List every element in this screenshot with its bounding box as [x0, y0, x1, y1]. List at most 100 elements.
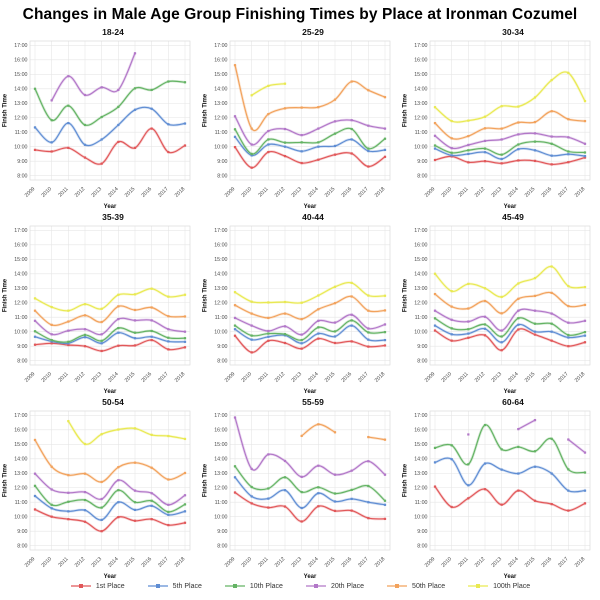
- data-point-marker: [233, 491, 237, 494]
- data-point-marker: [517, 427, 520, 431]
- data-point-marker: [450, 147, 453, 150]
- data-point-marker: [67, 121, 70, 125]
- data-point-marker: [250, 485, 253, 489]
- svg-text:2013: 2013: [290, 556, 303, 569]
- data-point-marker: [117, 489, 120, 492]
- data-point-marker: [517, 143, 520, 146]
- data-point-marker: [317, 294, 320, 297]
- series-1st-place: [33, 127, 187, 166]
- data-point-marker: [267, 143, 270, 146]
- data-point-marker: [483, 127, 487, 130]
- data-point-marker: [67, 474, 70, 477]
- svg-text:10:00: 10:00: [414, 144, 427, 150]
- data-point-marker: [250, 495, 253, 498]
- data-point-marker: [367, 147, 370, 150]
- subplot-title: 45-49: [502, 212, 524, 222]
- series-5th-place: [33, 331, 187, 345]
- data-point-marker: [133, 461, 137, 464]
- data-point-marker: [167, 510, 170, 514]
- svg-text:2015: 2015: [524, 371, 537, 384]
- data-point-marker: [567, 345, 570, 348]
- data-point-marker: [467, 307, 470, 310]
- svg-text:2017: 2017: [357, 371, 370, 384]
- data-point-marker: [133, 52, 137, 55]
- svg-text:15:00: 15:00: [14, 257, 27, 263]
- series-line: [67, 420, 186, 445]
- data-point-marker: [550, 291, 553, 294]
- svg-text:17:00: 17:00: [14, 228, 27, 234]
- svg-text:2018: 2018: [374, 556, 387, 569]
- svg-text:2017: 2017: [557, 556, 570, 569]
- data-point-marker: [350, 340, 353, 343]
- gridlines: [430, 41, 590, 180]
- svg-text:2009: 2009: [224, 371, 237, 384]
- data-point-marker: [150, 338, 153, 342]
- data-point-marker: [300, 333, 303, 336]
- data-point-marker: [367, 124, 370, 127]
- svg-text:9:00: 9:00: [217, 344, 227, 350]
- y-axis-label: Finish Time: [403, 463, 409, 497]
- data-point-marker: [350, 488, 353, 492]
- data-point-marker: [50, 323, 53, 326]
- series-line: [34, 128, 186, 165]
- data-point-marker: [183, 510, 187, 513]
- svg-text:13:00: 13:00: [414, 471, 427, 477]
- data-point-marker: [50, 338, 53, 342]
- data-point-marker: [50, 150, 53, 153]
- y-axis-label: Finish Time: [403, 93, 409, 127]
- data-point-marker: [467, 320, 470, 323]
- data-point-marker: [350, 509, 353, 512]
- data-point-marker: [350, 152, 353, 155]
- data-point-marker: [83, 345, 87, 348]
- data-point-marker: [33, 494, 37, 498]
- svg-text:2017: 2017: [557, 371, 570, 384]
- data-point-marker: [267, 332, 270, 335]
- data-point-marker: [83, 328, 87, 331]
- data-point-marker: [183, 471, 187, 475]
- x-tick-labels: 2009 2010 2011 2012 2013 2014 2015 2016 2017 2018: [424, 371, 587, 384]
- svg-text:2017: 2017: [357, 186, 370, 199]
- series-line: [34, 106, 186, 147]
- svg-text:10:00: 10:00: [14, 514, 27, 520]
- data-point-marker: [150, 499, 153, 502]
- data-point-marker: [583, 99, 587, 103]
- chart-svg-40-44: 8:00 9:00 10:00 11:00 12:00 13:00 14:00 15:00 16…: [203, 225, 391, 395]
- data-point-marker: [433, 317, 437, 320]
- svg-text:2015: 2015: [124, 371, 137, 384]
- svg-text:16:00: 16:00: [414, 243, 427, 249]
- svg-text:2017: 2017: [157, 186, 170, 199]
- svg-text:2014: 2014: [307, 371, 320, 384]
- legend-label: 20th Place: [330, 582, 365, 590]
- series-100th-place: [233, 281, 387, 305]
- svg-text:2014: 2014: [307, 186, 320, 199]
- data-point-marker: [483, 327, 487, 330]
- svg-text:2009: 2009: [424, 371, 437, 384]
- data-point-marker: [83, 509, 87, 512]
- data-point-marker: [150, 329, 153, 333]
- svg-text:2015: 2015: [524, 556, 537, 569]
- data-point-marker: [317, 486, 320, 489]
- data-point-marker: [450, 154, 453, 157]
- svg-text:2009: 2009: [424, 186, 437, 199]
- data-point-marker: [233, 334, 237, 337]
- svg-text:9:00: 9:00: [417, 529, 427, 535]
- svg-text:17:00: 17:00: [14, 43, 27, 49]
- series-line-halo: [433, 265, 587, 299]
- x-axis-label: Year: [104, 204, 117, 210]
- data-point-marker: [33, 343, 37, 346]
- data-point-marker: [317, 337, 320, 340]
- svg-text:9:00: 9:00: [217, 159, 227, 165]
- data-point-marker: [450, 137, 453, 140]
- series-20th-place: [233, 115, 387, 147]
- data-point-marker: [517, 148, 520, 151]
- series-line: [34, 327, 186, 343]
- panel-border: [429, 410, 591, 551]
- data-point-marker: [333, 431, 337, 434]
- svg-text:17:00: 17:00: [414, 43, 427, 49]
- series-line: [34, 473, 186, 506]
- data-point-marker: [33, 319, 37, 322]
- y-axis-label: Finish Time: [3, 463, 9, 497]
- svg-text:12:00: 12:00: [214, 301, 227, 307]
- data-point-marker: [383, 294, 387, 297]
- data-point-marker: [133, 293, 137, 296]
